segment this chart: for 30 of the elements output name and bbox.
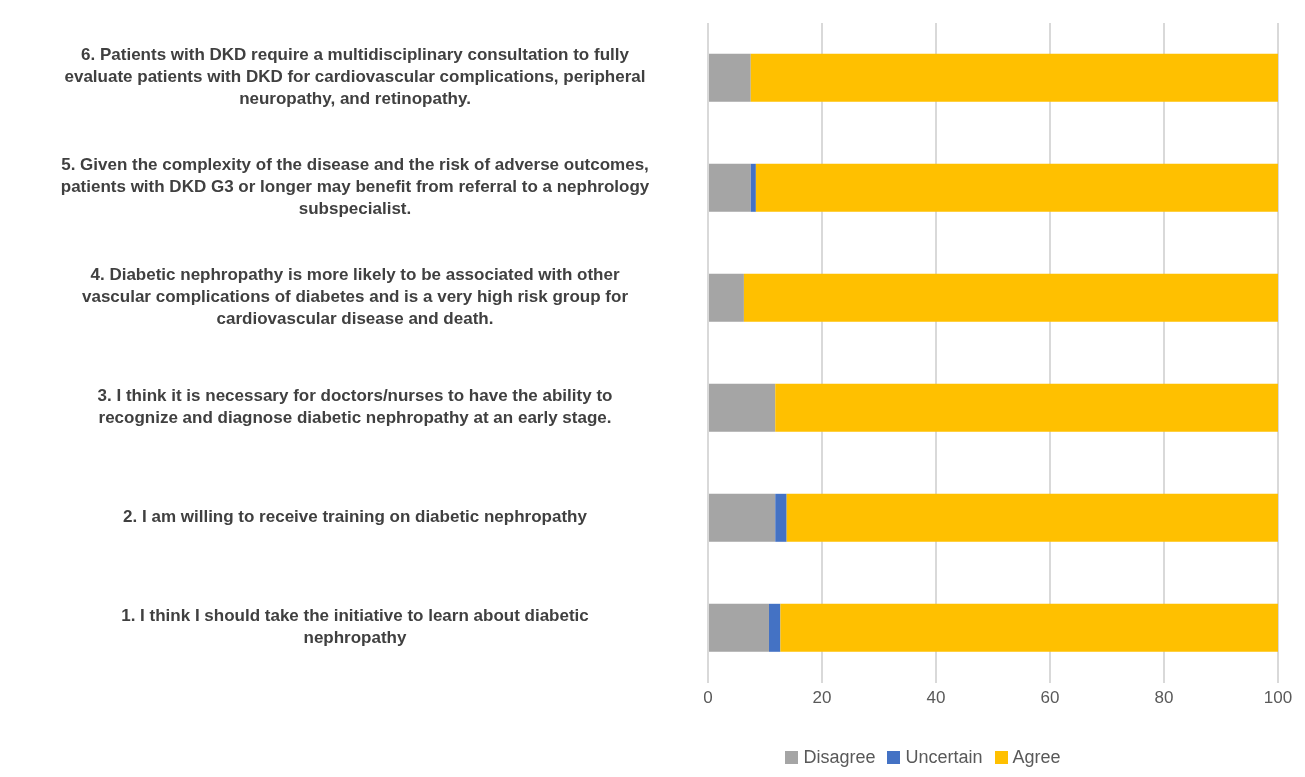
y-tick-label: 1. I think I should take the initiative to learn about diabetic nephropathy: [121, 606, 589, 648]
bar: [708, 383, 776, 432]
bar: [768, 603, 781, 652]
bar: [755, 163, 1278, 212]
y-tick-label: 2. I am willing to receive training on diabetic nephropathy: [123, 507, 588, 527]
y-tick-label: 6. Patients with DKD require a multidisciplinary consultation to fully evaluate patients with DKD for cardiovascular complications, peripheral neuropathy, and retinopathy.: [64, 45, 646, 109]
x-tick-label: 100: [1263, 688, 1293, 708]
bar: [750, 163, 756, 212]
y-tick-label: 5. Given the complexity of the disease and the risk of adverse outcomes, patients with DKD G3 or longer may benefit from referral to a nephrology subspecialist.: [60, 155, 650, 219]
legend-label: Disagree: [803, 747, 876, 768]
bar: [708, 163, 751, 212]
legend-label: Uncertain: [905, 747, 983, 768]
x-tick-label: 40: [926, 688, 946, 708]
bar: [780, 603, 1278, 652]
bar: [708, 493, 776, 542]
bar: [775, 383, 1278, 432]
bar: [708, 53, 751, 102]
y-tick-label: 3. I think it is necessary for doctors/nurses to have the ability to recognize and diagnose diabetic nephropathy at an early stage.: [97, 386, 613, 428]
bar: [708, 603, 769, 652]
x-tick-label: 20: [812, 688, 832, 708]
x-tick-label: 80: [1154, 688, 1174, 708]
bar: [750, 53, 1278, 102]
bar: [708, 273, 744, 322]
x-tick-label: 0: [703, 688, 713, 708]
bar: [786, 493, 1278, 542]
x-tick-label: 60: [1040, 688, 1060, 708]
bar: [775, 493, 787, 542]
y-tick-label: 4. Diabetic nephropathy is more likely to be associated with other vascular complications of diabetes and is a very high risk group for cardiovascular disease and death.: [81, 265, 629, 329]
legend-label: Agree: [1012, 747, 1061, 768]
bar: [743, 273, 1278, 322]
